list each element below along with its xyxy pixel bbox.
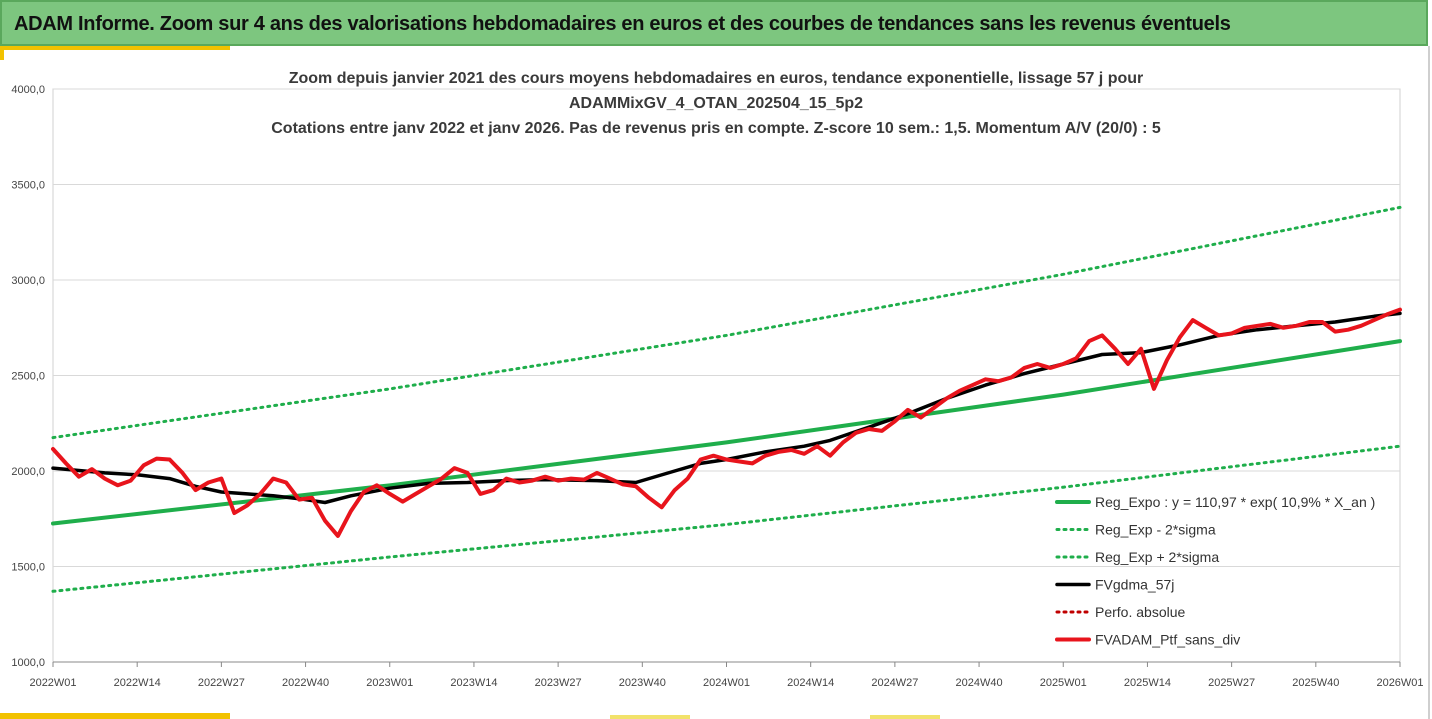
x-tick-label: 2025W40 [1292,677,1339,689]
x-tick-label: 2025W01 [1040,677,1087,689]
accent-bar-bottom-right [870,715,940,719]
gridlines [52,88,1401,663]
x-tick-label: 2024W27 [871,677,918,689]
series-line [51,205,1402,440]
legend-label: Perfo. absolue [1095,604,1185,620]
x-tick-label: 2022W14 [114,677,161,689]
x-tick-label: 2024W40 [956,677,1003,689]
series-lines [51,205,1402,593]
frame-edge [1428,46,1430,719]
accent-bar-left [0,46,4,60]
x-tick-label: 2025W27 [1208,677,1255,689]
x-tick-label: 2023W27 [535,677,582,689]
y-tick-label: 1000,0 [11,657,45,669]
chart-title-line-1: Zoom depuis janvier 2021 des cours moyen… [288,70,1144,87]
x-tick-label: 2022W40 [282,677,329,689]
y-tick-label: 1500,0 [11,562,45,574]
y-tick-label: 2000,0 [11,466,45,478]
y-tick-label: 3500,0 [11,180,45,192]
x-tick-label: 2024W14 [787,677,834,689]
y-tick-label: 3000,0 [11,275,45,287]
x-tick-label: 2022W01 [29,677,76,689]
y-tick-label: 2500,0 [11,371,45,383]
accent-bar-bottom [0,713,230,719]
legend-label: Reg_Exp - 2*sigma [1095,522,1216,538]
legend-label: Reg_Exp + 2*sigma [1095,549,1219,565]
series-line [51,444,1402,593]
x-tick-label: 2026W01 [1376,677,1423,689]
x-tick-label: 2023W40 [619,677,666,689]
x-tick-label: 2024W01 [703,677,750,689]
x-tick-label: 2025W14 [1124,677,1171,689]
series-line [51,311,1402,505]
chart-title-line-2: ADAMMixGV_4_OTAN_202504_15_5p2 [568,95,864,112]
legend-label: FVADAM_Ptf_sans_div [1095,632,1240,648]
chart-title-block: Zoom depuis janvier 2021 des cours moyen… [0,66,1432,141]
x-tick-label: 2023W01 [366,677,413,689]
accent-bar-bottom-mid [610,715,690,719]
x-axis: 2022W01 2022W14 2022W27 2022W40 2023W01 2023W… [29,661,1424,689]
report-title: ADAM Informe. Zoom sur 4 ans des valoris… [14,13,1231,35]
chart-title-line-3: Cotations entre janv 2022 et janv 2026. … [271,120,1161,137]
x-tick-label: 2023W14 [450,677,497,689]
accent-bar-top [0,46,230,50]
y-axis: 1000,0 1500,0 2000,0 2500,0 3000,0 3500,0 4000… [11,84,45,669]
legend-label: FVgdma_57j [1095,577,1174,593]
series-line [51,307,1402,538]
report-banner: ADAM Informe. Zoom sur 4 ans des valoris… [0,0,1428,46]
legend-label: Reg_Expo : y = 110,97 * exp( 10,9% * X_a… [1095,494,1375,510]
y-tick-label: 4000,0 [11,84,45,96]
x-tick-label: 2022W27 [198,677,245,689]
chart-legend: Reg_Expo : y = 110,97 * exp( 10,9% * X_a… [1055,494,1375,648]
